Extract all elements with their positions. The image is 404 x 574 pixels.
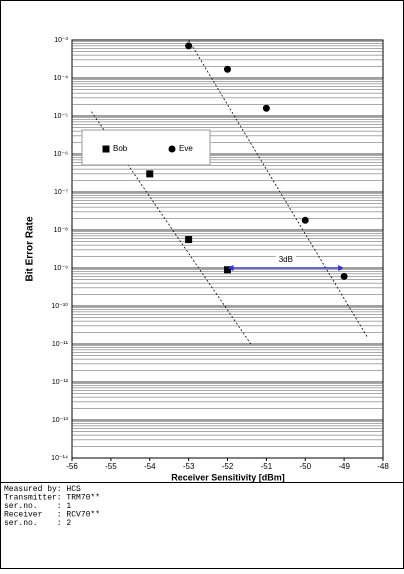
x-tick-label: -53 — [183, 462, 195, 471]
y-tick-label: 10⁻⁵ — [54, 113, 68, 120]
marker — [340, 272, 348, 280]
annotation-bg — [275, 255, 296, 264]
y-tick-label: 10⁻⁶ — [54, 151, 68, 158]
legend-label: Bob — [113, 144, 128, 153]
y-tick-label: 10⁻¹³ — [52, 417, 69, 424]
y-tick-label: 10⁻¹¹ — [52, 341, 69, 348]
footer-line: Receiver : RCV70** — [4, 511, 100, 520]
marker — [146, 170, 154, 178]
marker — [262, 104, 270, 112]
marker — [224, 266, 231, 274]
x-tick-label: -51 — [261, 462, 273, 471]
footer-line: ser.no. : 1 — [4, 502, 71, 511]
marker — [301, 216, 309, 224]
plot-area — [71, 39, 384, 459]
legend-label: Eve — [179, 144, 193, 153]
footer-line: Measured by: HCS — [4, 485, 81, 494]
footer-line: ser.no. : 2 — [4, 519, 71, 528]
x-axis-label: Receiver Sensitivity [dBm] — [171, 472, 285, 482]
y-tick-label: 10⁻¹⁰ — [51, 302, 68, 310]
x-tick-label: -49 — [338, 462, 350, 471]
marker — [224, 65, 231, 73]
y-tick-label: 10⁻¹⁴ — [51, 455, 68, 462]
y-tick-label: 10⁻⁴ — [54, 75, 69, 82]
legend-marker — [168, 145, 176, 153]
y-tick-label: 10⁻⁸ — [54, 227, 68, 234]
x-tick-label: -48 — [377, 462, 389, 471]
x-tick-label: -56 — [66, 462, 78, 471]
marker — [185, 236, 193, 244]
trend-line — [91, 111, 252, 345]
x-tick-label: -54 — [144, 462, 156, 471]
legend-marker — [102, 145, 110, 153]
y-tick-label: 10⁻³ — [54, 37, 68, 44]
arrow-head — [227, 265, 234, 271]
footer-line: Transmitter: TRM70** — [4, 494, 100, 503]
x-tick-label: -55 — [105, 462, 117, 471]
y-tick-label: 10⁻⁷ — [54, 189, 68, 196]
x-tick-label: -52 — [222, 462, 234, 471]
y-tick-label: 10⁻¹² — [52, 379, 69, 386]
y-axis-label: Bit Error Rate — [25, 216, 36, 281]
arrow-head — [338, 265, 345, 271]
y-tick-label: 10⁻⁹ — [54, 265, 68, 272]
trend-line — [188, 39, 368, 338]
annotation-text: 3dB — [279, 255, 293, 264]
x-tick-label: -50 — [299, 462, 311, 471]
marker — [185, 42, 193, 50]
